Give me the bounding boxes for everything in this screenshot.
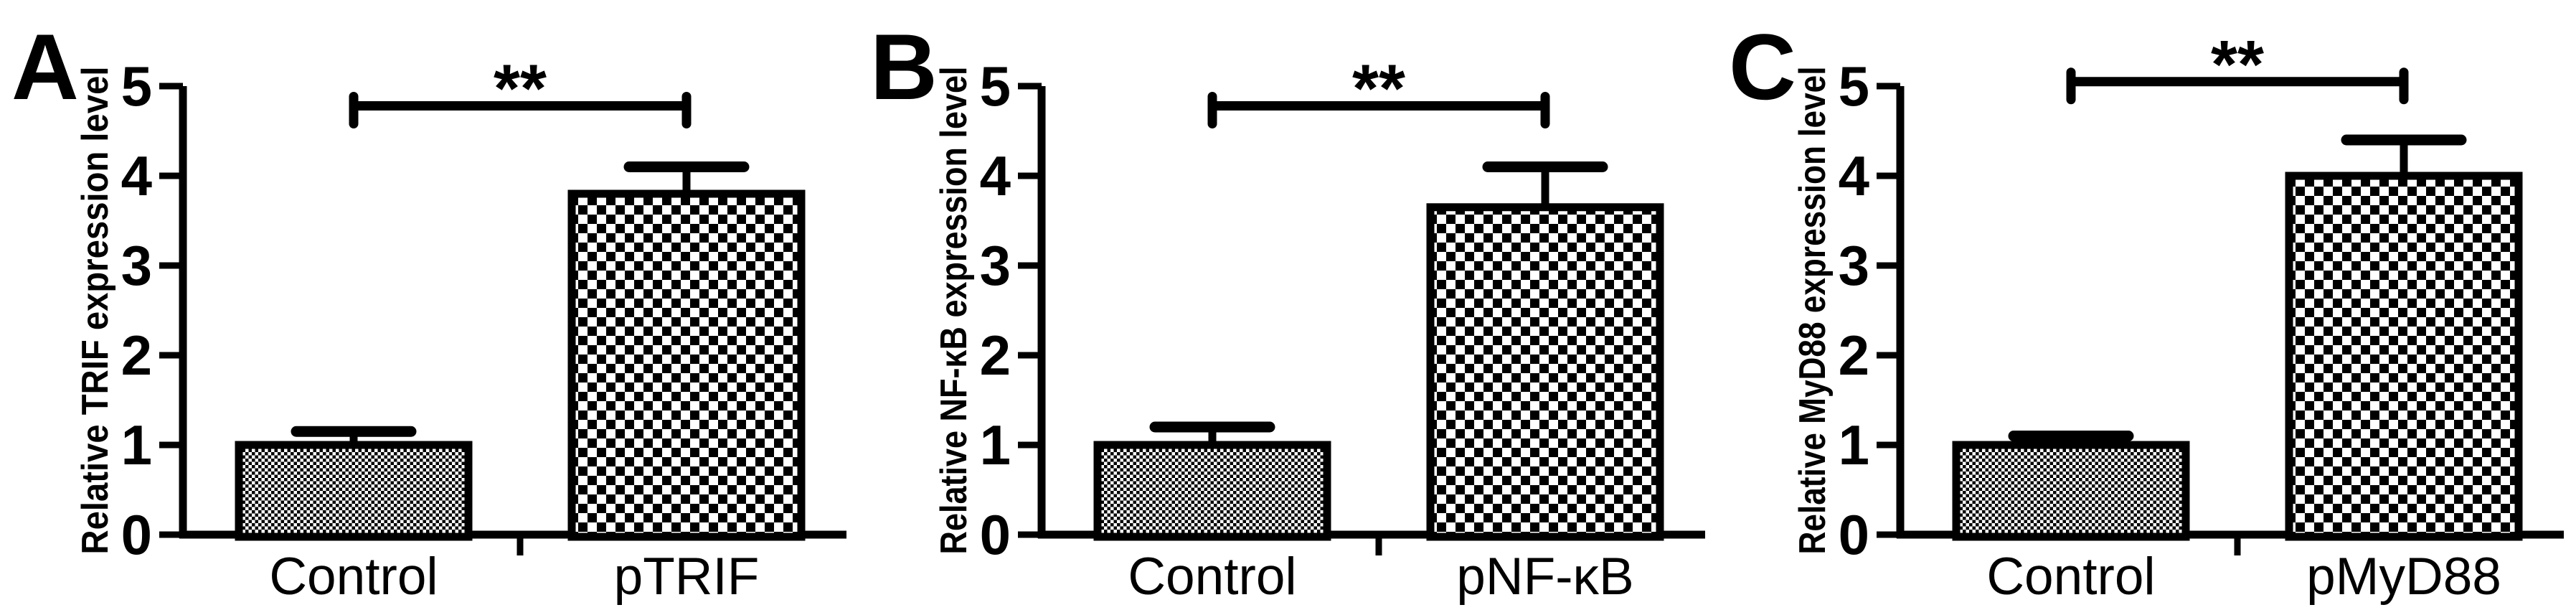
panel-letter: C bbox=[1729, 14, 1796, 119]
panel-a: A Relative TRIF expression level 0 1 2 3 4 5 Con… bbox=[0, 0, 859, 610]
bar-control bbox=[1952, 441, 2190, 541]
y-tick-label: 2 bbox=[1839, 324, 1869, 387]
x-category-label: pNF-κB bbox=[1456, 548, 1633, 606]
x-category-label: Control bbox=[1986, 548, 2155, 606]
panel-letter: B bbox=[870, 14, 938, 119]
y-tick-label: 5 bbox=[1839, 55, 1869, 118]
y-tick-label: 0 bbox=[1839, 503, 1869, 566]
x-category-label: Control bbox=[269, 548, 438, 606]
bar-treatment bbox=[1426, 203, 1664, 541]
y-tick-label: 4 bbox=[121, 144, 152, 207]
x-category-label: pMyD88 bbox=[2306, 548, 2501, 606]
y-tick-label: 1 bbox=[980, 413, 1011, 477]
y-tick-label: 4 bbox=[980, 144, 1011, 207]
bar-treatment bbox=[2285, 172, 2523, 541]
y-tick-label: 5 bbox=[980, 55, 1011, 118]
y-axis-title: Relative NF-κB expression level bbox=[933, 67, 975, 555]
x-category-label: Control bbox=[1128, 548, 1296, 606]
significance-stars: ** bbox=[494, 51, 547, 127]
y-axis-title: Relative MyD88 expression level bbox=[1792, 67, 1834, 555]
y-tick-label: 3 bbox=[1839, 234, 1869, 297]
panel-b: B Relative NF-κB expression level 0 1 2 3 4 5 Co… bbox=[859, 0, 1717, 610]
x-category-label: pTRIF bbox=[614, 548, 760, 606]
y-axis-title: Relative TRIF expression level bbox=[75, 67, 116, 555]
panel-letter: A bbox=[11, 14, 79, 119]
y-tick-label: 2 bbox=[121, 324, 152, 387]
bar-treatment bbox=[567, 189, 806, 541]
y-tick-label: 5 bbox=[121, 55, 152, 118]
y-tick-label: 4 bbox=[1839, 144, 1869, 207]
significance-stars: ** bbox=[2211, 27, 2264, 103]
y-tick-label: 2 bbox=[980, 324, 1011, 387]
bar-control bbox=[1093, 441, 1331, 541]
y-tick-label: 1 bbox=[121, 413, 152, 477]
y-tick-label: 3 bbox=[121, 234, 152, 297]
bar-control bbox=[235, 441, 473, 541]
significance-stars: ** bbox=[1352, 51, 1405, 127]
panel-c: C Relative MyD88 expression level 0 1 2 3 4 5 Co… bbox=[1717, 0, 2576, 610]
y-tick-label: 0 bbox=[121, 503, 152, 566]
y-tick-label: 3 bbox=[980, 234, 1011, 297]
y-tick-label: 0 bbox=[980, 503, 1011, 566]
y-tick-label: 1 bbox=[1839, 413, 1869, 477]
